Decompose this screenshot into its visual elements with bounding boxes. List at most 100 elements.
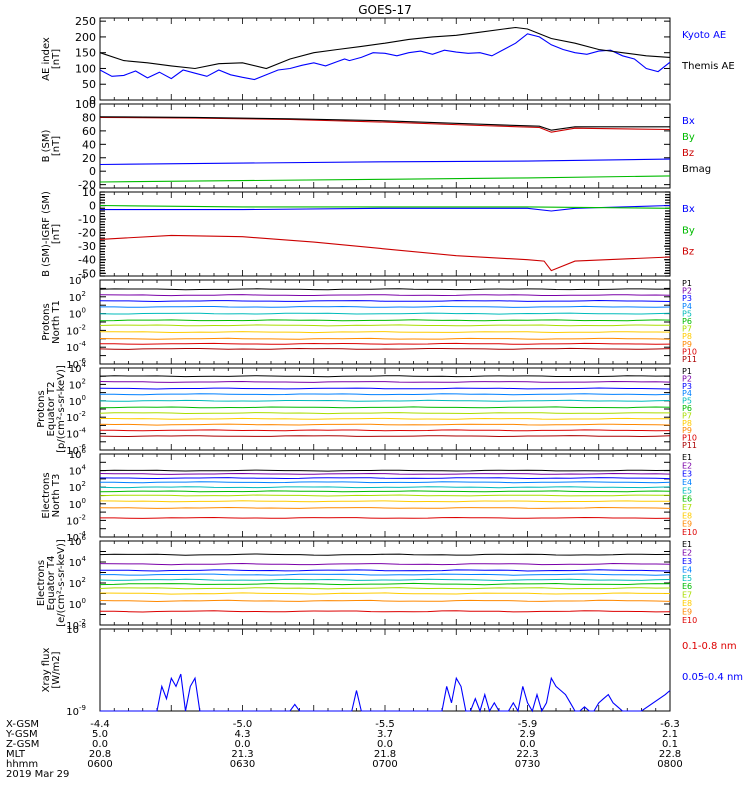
legend-entry: E4 bbox=[682, 565, 692, 574]
legend-entry: P4 bbox=[682, 389, 692, 398]
y-tick-label: 10-2 bbox=[66, 513, 86, 527]
footer-value: 0.0 bbox=[377, 739, 393, 750]
legend-entry: E2 bbox=[682, 548, 692, 557]
y-tick-label: -10 bbox=[78, 213, 96, 226]
series-line-bx bbox=[100, 204, 671, 212]
footer-value: -5.5 bbox=[375, 719, 395, 730]
legend-entry: E1 bbox=[682, 453, 692, 462]
channel-line-e3 bbox=[99, 569, 671, 572]
legend-entry: P4 bbox=[682, 302, 692, 311]
legend-entry: Bx bbox=[682, 204, 695, 215]
y-tick-label: 106 bbox=[69, 447, 87, 461]
legend-entry: Bx bbox=[682, 116, 695, 127]
legend-entry: By bbox=[682, 132, 695, 143]
panel-frame bbox=[99, 191, 671, 277]
legend-entry: P6 bbox=[682, 404, 692, 413]
y-tick-label: 100 bbox=[75, 62, 96, 75]
footer-value: -5.9 bbox=[518, 719, 538, 730]
channel-line-e8 bbox=[99, 500, 671, 503]
legend-entry: Kyoto AE bbox=[682, 30, 726, 41]
series-line-bz bbox=[99, 116, 671, 133]
series-line-bx bbox=[99, 158, 671, 166]
y-tick-label: 100 bbox=[75, 98, 96, 111]
footer-value: 21.8 bbox=[374, 749, 396, 760]
y-axis-label: [nT] bbox=[51, 224, 62, 244]
channel-line-p4 bbox=[100, 305, 671, 308]
y-tick-label: -30 bbox=[78, 240, 96, 253]
legend-entry: E7 bbox=[682, 591, 692, 600]
channel-line-e7 bbox=[99, 587, 671, 590]
legend-entry: P1 bbox=[682, 367, 692, 376]
legend-entry: P11 bbox=[682, 441, 697, 450]
y-axis-label: [W/m2] bbox=[51, 651, 62, 688]
y-tick-label: -20 bbox=[78, 227, 96, 240]
legend-entry: P9 bbox=[682, 426, 692, 435]
y-tick-label: 60 bbox=[82, 125, 96, 138]
y-tick-label: 50 bbox=[82, 78, 96, 91]
y-tick-label: 10-4 bbox=[66, 340, 86, 354]
footer-value: 4.3 bbox=[235, 729, 251, 740]
series-line-bmag bbox=[99, 116, 670, 131]
legend-entry: E10 bbox=[682, 528, 697, 537]
channel-line-p6 bbox=[99, 406, 671, 409]
channel-line-p3 bbox=[99, 387, 671, 390]
channel-line-e2 bbox=[99, 472, 671, 475]
panel-frame bbox=[99, 540, 671, 626]
footer-value: 0700 bbox=[372, 759, 397, 770]
y-tick-label: 10 bbox=[82, 186, 96, 199]
footer-value: -4.4 bbox=[90, 719, 110, 730]
footer-value: 0600 bbox=[87, 759, 112, 770]
y-tick-label: 102 bbox=[69, 377, 86, 391]
channel-line-p7 bbox=[99, 324, 670, 327]
channel-line-e9 bbox=[99, 506, 671, 509]
legend-entry: E6 bbox=[682, 582, 692, 591]
y-tick-label: 102 bbox=[69, 576, 86, 590]
channel-line-p5 bbox=[99, 399, 671, 402]
channel-line-e3 bbox=[99, 477, 671, 480]
footer-label: Z-GSM bbox=[6, 739, 39, 750]
footer-value: 20.8 bbox=[89, 749, 111, 760]
channel-line-p6 bbox=[99, 319, 671, 322]
y-tick-label: 0 bbox=[89, 200, 96, 213]
y-tick-label: 150 bbox=[75, 47, 96, 60]
y-tick-label: 102 bbox=[69, 290, 86, 304]
legend-entry: E9 bbox=[682, 520, 692, 529]
channel-line-e2 bbox=[99, 562, 671, 566]
y-axis-label: Xray flux bbox=[41, 648, 52, 693]
footer-value: -5.0 bbox=[233, 719, 253, 730]
panel-frame bbox=[99, 628, 671, 712]
y-tick-label: 10-8 bbox=[66, 622, 86, 636]
legend-entry: E1 bbox=[682, 540, 692, 549]
channel-line-e6 bbox=[99, 582, 671, 586]
legend-entry: E5 bbox=[682, 486, 692, 495]
channel-line-e10 bbox=[100, 516, 671, 519]
footer-label: MLT bbox=[6, 749, 26, 760]
channel-line-p11 bbox=[99, 347, 671, 350]
y-axis-label: Electrons bbox=[41, 472, 52, 518]
legend-entry: E3 bbox=[682, 557, 692, 566]
y-tick-label: 100 bbox=[69, 497, 86, 511]
y-axis-label: AE index bbox=[41, 37, 52, 81]
y-tick-label: 106 bbox=[69, 534, 87, 548]
legend-entry: E10 bbox=[682, 616, 697, 625]
legend-entry: P1 bbox=[682, 279, 692, 288]
channel-line-p10 bbox=[100, 342, 671, 345]
footer-date: 2019 Mar 29 bbox=[6, 769, 69, 780]
channel-line-p11 bbox=[99, 435, 671, 438]
panel-frame bbox=[99, 17, 671, 101]
panel-frame bbox=[99, 279, 671, 365]
channel-line-e5 bbox=[99, 486, 671, 489]
channel-line-e7 bbox=[99, 494, 670, 497]
panel-frame bbox=[99, 103, 671, 189]
legend-entry: E5 bbox=[682, 574, 692, 583]
legend-entry: E6 bbox=[682, 495, 692, 504]
channel-line-p5 bbox=[99, 312, 671, 315]
channel-line-p7 bbox=[99, 412, 670, 415]
footer-value: 22.3 bbox=[516, 749, 538, 760]
legend-entry: Bz bbox=[682, 148, 694, 159]
y-axis-label: [nT] bbox=[51, 136, 62, 156]
footer-label: X-GSM bbox=[6, 719, 39, 730]
series-line-by bbox=[99, 204, 671, 209]
